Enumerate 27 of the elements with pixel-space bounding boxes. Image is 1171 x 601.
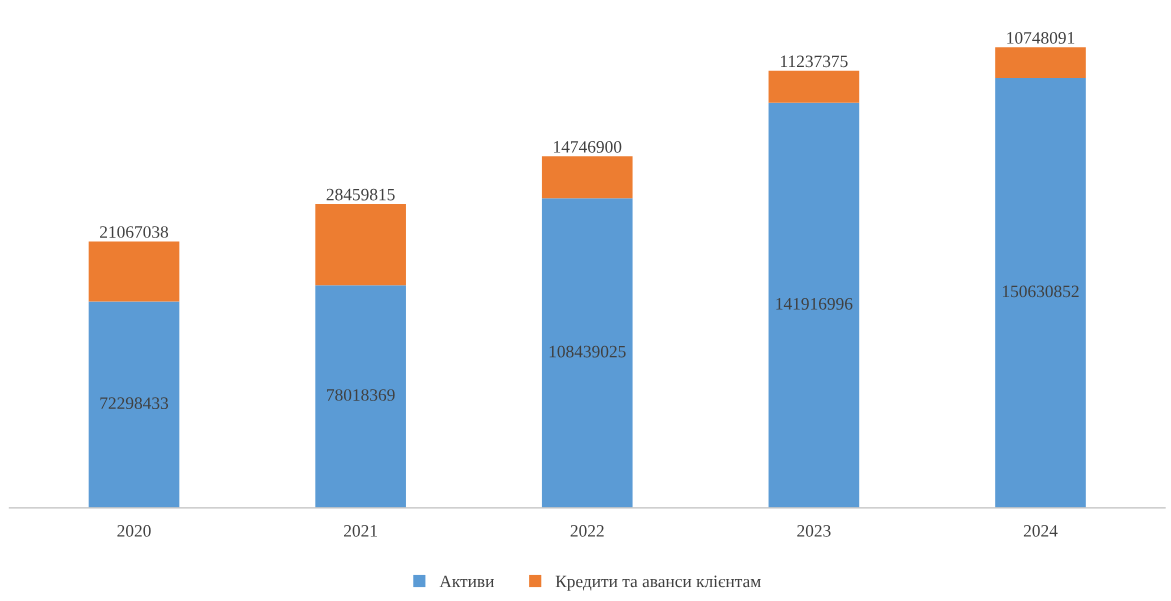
bar [88, 301, 180, 508]
legend-label: Активи [439, 575, 494, 588]
x-tick-label: 2024 [1023, 525, 1058, 537]
bar [768, 70, 860, 103]
bar [541, 156, 633, 199]
x-tick-label: 2020 [117, 525, 151, 537]
data-label: 10748091 [1007, 32, 1075, 44]
bar [315, 203, 406, 286]
data-label: 28459815 [326, 188, 395, 201]
data-label: 72298433 [100, 397, 169, 410]
data-label: 141916996 [776, 298, 853, 310]
bar [88, 241, 180, 302]
bar [541, 198, 633, 508]
x-tick-label: 2021 [344, 525, 377, 537]
data-label: 108439025 [549, 345, 626, 358]
data-label: 14746900 [554, 141, 622, 153]
bar [768, 102, 860, 508]
legend-label: Кредити та аванси клієнтам [555, 575, 761, 591]
bar [315, 285, 406, 508]
x-tick-label: 2023 [797, 525, 831, 537]
bar [995, 47, 1086, 78]
data-label: 11237375 [781, 55, 848, 68]
bar [995, 77, 1086, 508]
x-tick-label: 2022 [570, 525, 604, 537]
data-label: 78018369 [327, 389, 395, 401]
data-label: 150630852 [1002, 285, 1079, 298]
data-label: 21067038 [100, 226, 169, 238]
